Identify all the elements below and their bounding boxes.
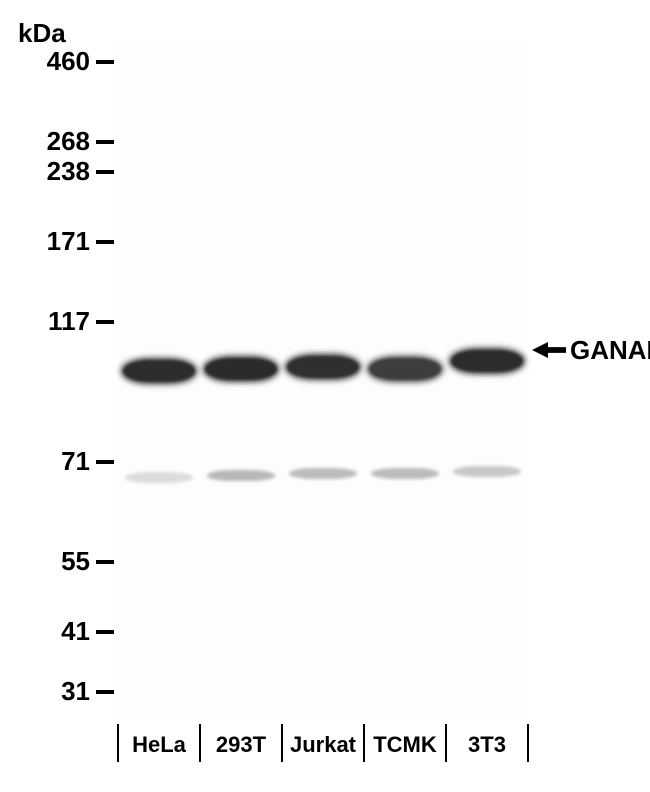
band-secondary-lane-4 <box>453 466 521 477</box>
band-secondary-lane-3 <box>371 468 439 479</box>
marker-label-71: 71 <box>0 446 90 477</box>
lane-label-hela: HeLa <box>118 732 200 758</box>
target-arrow-icon <box>532 342 566 358</box>
marker-tick-238 <box>96 170 114 174</box>
band-main-lane-0 <box>123 360 195 382</box>
target-label: GANAB <box>570 335 650 366</box>
axis-title: kDa <box>18 18 66 49</box>
marker-tick-268 <box>96 140 114 144</box>
marker-label-171: 171 <box>0 226 90 257</box>
band-secondary-lane-2 <box>289 468 357 479</box>
marker-tick-31 <box>96 690 114 694</box>
lane-label-tcmk: TCMK <box>364 732 446 758</box>
band-main-lane-3 <box>369 358 441 380</box>
marker-label-41: 41 <box>0 616 90 647</box>
band-main-lane-2 <box>287 356 359 378</box>
marker-tick-55 <box>96 560 114 564</box>
lane-label-jurkat: Jurkat <box>282 732 364 758</box>
western-blot-figure: kDa 460 268238 171 117 71 55 41 31 HeLa293TJurk… <box>0 0 650 792</box>
band-main-lane-4 <box>451 350 523 372</box>
marker-tick-171 <box>96 240 114 244</box>
marker-tick-117 <box>96 320 114 324</box>
lane-label-293t: 293T <box>200 732 282 758</box>
marker-label-268: 268 <box>0 126 90 157</box>
lane-label-3t3: 3T3 <box>446 732 528 758</box>
marker-label-460: 460 <box>0 46 90 77</box>
marker-tick-460 <box>96 60 114 64</box>
marker-tick-41 <box>96 630 114 634</box>
marker-label-55: 55 <box>0 546 90 577</box>
marker-label-117: 117 <box>0 306 90 337</box>
band-main-lane-1 <box>205 358 277 380</box>
marker-tick-71 <box>96 460 114 464</box>
marker-label-238: 238 <box>0 156 90 187</box>
band-secondary-lane-1 <box>207 470 275 481</box>
band-secondary-lane-0 <box>125 472 193 483</box>
marker-label-31: 31 <box>0 676 90 707</box>
